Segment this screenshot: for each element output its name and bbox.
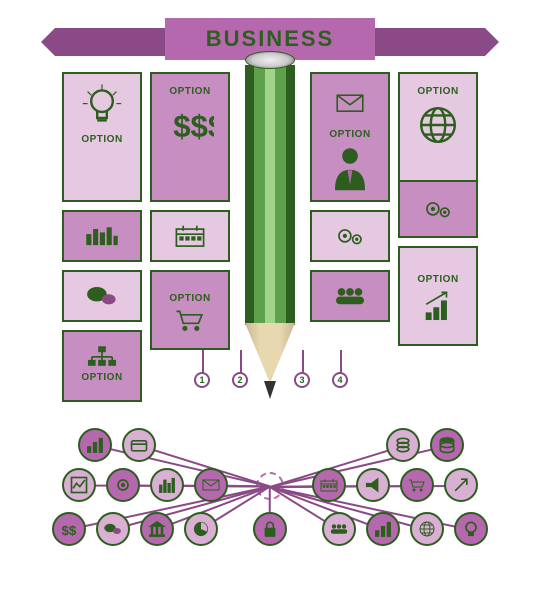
- pencil-top: [245, 51, 295, 69]
- cart-icon: [173, 308, 207, 332]
- lightbulb-icon: [78, 82, 126, 130]
- connector-line: [240, 350, 242, 374]
- circle-arrow-ne-icon: [444, 468, 478, 502]
- step-number-1: 1: [194, 372, 210, 388]
- small-panel-people: [310, 270, 390, 322]
- circle-line-box-icon: [62, 468, 96, 502]
- circle-bulb-icon: [454, 512, 488, 546]
- circle-bar-up-icon: [78, 428, 112, 462]
- circle-coins-icon: [386, 428, 420, 462]
- circle-chat-icon: [96, 512, 130, 546]
- banner-wing-right: [365, 28, 485, 56]
- person-icon: [326, 144, 374, 192]
- gears-icon: [421, 197, 455, 221]
- title-text: BUSINESS: [206, 26, 334, 52]
- org-icon: [85, 345, 119, 369]
- globe-icon: [414, 101, 462, 149]
- panel-label: OPTION: [81, 372, 122, 383]
- step-number-4: 4: [332, 372, 348, 388]
- connector-line: [202, 350, 204, 374]
- step-number-2: 2: [232, 372, 248, 388]
- panel-label: OPTION: [169, 86, 210, 97]
- mail-icon: [326, 82, 374, 125]
- panel-dollars: OPTION $$$: [150, 72, 230, 202]
- panel-label: OPTION: [417, 274, 458, 285]
- small-panel-gears: [310, 210, 390, 262]
- gears-icon: [333, 224, 367, 248]
- small-panel-gears: [398, 180, 478, 238]
- circle-eq-icon: [150, 468, 184, 502]
- bars-icon: [85, 226, 119, 246]
- people-icon: [333, 286, 367, 306]
- circle-card-icon: [122, 428, 156, 462]
- panel-label: OPTION: [81, 134, 122, 145]
- circle-mail-icon: [194, 468, 228, 502]
- pencil-body: [245, 65, 295, 325]
- small-panel-org: OPTION: [62, 330, 142, 402]
- pencil-tip: [264, 381, 276, 399]
- circle-calendar-icon: [312, 468, 346, 502]
- svg-text:$$$: $$$: [173, 109, 214, 144]
- small-panel-bars: [62, 210, 142, 262]
- circle-mega-icon: [356, 468, 390, 502]
- circle-people-icon: [322, 512, 356, 546]
- connector-line: [302, 350, 304, 374]
- circle-globe-icon: [410, 512, 444, 546]
- infographic-root: BUSINESS OPTION OPTION $$$ OPTION OPTION OPT…: [0, 0, 540, 600]
- circle-lock-icon: [253, 512, 287, 546]
- circle-dollar-icon: $$: [52, 512, 86, 546]
- pencil-graphic: [245, 65, 295, 425]
- small-panel-calendar: [150, 210, 230, 262]
- circle-bar-up-icon: [366, 512, 400, 546]
- connector-line: [340, 350, 342, 374]
- step-number-3: 3: [294, 372, 310, 388]
- pencil-cone: [245, 323, 295, 383]
- panel-label: OPTION: [417, 86, 458, 97]
- panel-label: OPTION: [169, 293, 210, 304]
- panel-person: OPTION: [310, 72, 390, 202]
- line-up-icon: [421, 289, 455, 323]
- circle-gear-icon: [106, 468, 140, 502]
- circle-pie-icon: [184, 512, 218, 546]
- circle-bank-icon: [140, 512, 174, 546]
- small-panel-cart: OPTION: [150, 270, 230, 350]
- panel-label: OPTION: [329, 129, 370, 140]
- circle-layers-icon: [430, 428, 464, 462]
- dollars-icon: $$$: [166, 101, 214, 149]
- svg-text:$$: $$: [62, 523, 77, 538]
- small-panel-line-up: OPTION: [398, 246, 478, 346]
- calendar-icon: [173, 224, 207, 248]
- banner-wing-left: [55, 28, 175, 56]
- circle-cart-icon: [400, 468, 434, 502]
- chat-icon: [85, 284, 119, 308]
- small-panel-chat: [62, 270, 142, 322]
- panel-lightbulb: OPTION: [62, 72, 142, 202]
